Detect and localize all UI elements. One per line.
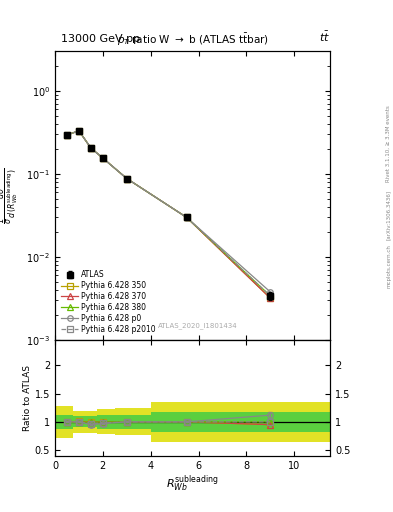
Line: Pythia 6.428 p2010: Pythia 6.428 p2010	[64, 128, 273, 298]
Pythia 6.428 380	[184, 215, 189, 221]
Y-axis label: $\frac{1}{\sigma}\frac{d\sigma}{d\,(R_{Wb}^{\rm subleading})}$: $\frac{1}{\sigma}\frac{d\sigma}{d\,(R_{W…	[0, 167, 20, 224]
Bar	[85, 411, 97, 433]
Pythia 6.428 370	[64, 132, 69, 138]
Bar	[235, 412, 330, 432]
Bar	[73, 416, 85, 428]
Pythia 6.428 370	[101, 155, 105, 161]
Line: Pythia 6.428 370: Pythia 6.428 370	[64, 128, 273, 301]
Pythia 6.428 p2010	[125, 176, 129, 182]
Pythia 6.428 p2010	[268, 293, 273, 299]
Text: $p_T$ ratio W $\rightarrow$ b (ATLAS t$\bar{\rm t}$bar): $p_T$ ratio W $\rightarrow$ b (ATLAS t$\…	[117, 32, 268, 48]
Pythia 6.428 p0	[268, 289, 273, 295]
Pythia 6.428 380	[64, 132, 69, 138]
Pythia 6.428 p0	[125, 176, 129, 182]
X-axis label: $R_{Wb}^{\rm subleading}$: $R_{Wb}^{\rm subleading}$	[166, 473, 219, 494]
Pythia 6.428 370	[88, 145, 93, 151]
Pythia 6.428 350	[64, 132, 69, 138]
Pythia 6.428 380	[268, 293, 273, 299]
Pythia 6.428 p0	[88, 145, 93, 151]
Pythia 6.428 350	[125, 176, 129, 182]
Text: $t\bar{t}$: $t\bar{t}$	[319, 29, 330, 44]
Pythia 6.428 350	[101, 155, 105, 161]
Bar	[115, 409, 151, 435]
Bar	[73, 411, 85, 433]
Pythia 6.428 370	[125, 176, 129, 182]
Bar	[97, 415, 115, 429]
Legend: ATLAS, Pythia 6.428 350, Pythia 6.428 370, Pythia 6.428 380, Pythia 6.428 p0, Py: ATLAS, Pythia 6.428 350, Pythia 6.428 37…	[59, 268, 158, 336]
Pythia 6.428 p2010	[101, 155, 105, 161]
Bar	[97, 410, 115, 434]
Pythia 6.428 p0	[101, 155, 105, 161]
Pythia 6.428 370	[268, 295, 273, 301]
Text: Rivet 3.1.10, ≥ 3.3M events: Rivet 3.1.10, ≥ 3.3M events	[386, 105, 391, 182]
Pythia 6.428 350	[77, 128, 81, 134]
Text: 13000 GeV pp: 13000 GeV pp	[61, 33, 140, 44]
Pythia 6.428 p2010	[88, 145, 93, 151]
Pythia 6.428 p2010	[184, 215, 189, 221]
Bar	[115, 415, 151, 429]
Pythia 6.428 p0	[77, 128, 81, 134]
Text: ATLAS_2020_I1801434: ATLAS_2020_I1801434	[158, 322, 238, 329]
Line: Pythia 6.428 p0: Pythia 6.428 p0	[64, 128, 273, 295]
Text: mcplots.cern.ch: mcplots.cern.ch	[386, 244, 391, 288]
Bar	[151, 402, 235, 441]
Pythia 6.428 350	[268, 295, 273, 301]
Pythia 6.428 380	[88, 145, 93, 151]
Bar	[151, 412, 235, 432]
Pythia 6.428 p2010	[64, 132, 69, 138]
Pythia 6.428 350	[184, 215, 189, 221]
Pythia 6.428 p0	[184, 215, 189, 221]
Pythia 6.428 380	[77, 128, 81, 134]
Pythia 6.428 350	[88, 145, 93, 151]
Pythia 6.428 370	[184, 215, 189, 221]
Bar	[55, 415, 73, 429]
Bar	[85, 416, 97, 428]
Pythia 6.428 380	[101, 155, 105, 161]
Pythia 6.428 p2010	[77, 128, 81, 134]
Text: [arXiv:1306.3436]: [arXiv:1306.3436]	[386, 190, 391, 240]
Bar	[235, 402, 330, 441]
Line: Pythia 6.428 350: Pythia 6.428 350	[64, 128, 273, 301]
Pythia 6.428 380	[125, 176, 129, 182]
Pythia 6.428 p0	[64, 132, 69, 138]
Line: Pythia 6.428 380: Pythia 6.428 380	[64, 128, 273, 298]
Pythia 6.428 370	[77, 128, 81, 134]
Bar	[55, 406, 73, 438]
Y-axis label: Ratio to ATLAS: Ratio to ATLAS	[23, 365, 32, 431]
